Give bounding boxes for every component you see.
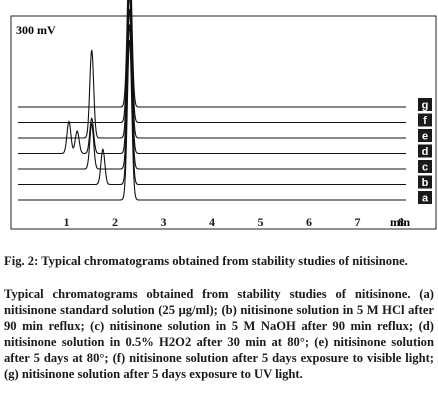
series-label-box-a bbox=[418, 191, 432, 204]
x-tick-label: 3 bbox=[161, 215, 167, 229]
x-tick-label: 6 bbox=[306, 215, 312, 229]
y-scale-label: 300 mV bbox=[16, 23, 56, 37]
x-tick-label: 2 bbox=[112, 215, 118, 229]
figure-caption-body: Typical chromatograms obtained from stab… bbox=[4, 287, 434, 381]
series-label-a: a bbox=[422, 193, 429, 205]
series-label-box-b bbox=[418, 175, 432, 189]
x-tick-label: 7 bbox=[355, 215, 361, 229]
series-label-g: g bbox=[422, 100, 429, 112]
series-label-box-g bbox=[418, 98, 432, 111]
series-line-c bbox=[18, 8, 406, 170]
series-label-box-d bbox=[418, 144, 432, 158]
plot-frame bbox=[10, 15, 437, 230]
series-label-c: c bbox=[422, 162, 428, 174]
series-label-d: d bbox=[422, 146, 429, 158]
figure-caption-heading: Fig. 2: Typical chromatograms obtained f… bbox=[4, 254, 408, 268]
series-line-g bbox=[18, 0, 406, 108]
series-label-box-f bbox=[418, 113, 432, 127]
series-label-f: f bbox=[423, 115, 427, 127]
x-tick-label: 5 bbox=[258, 215, 264, 229]
x-tick-label: 1 bbox=[64, 215, 70, 229]
series-label-b: b bbox=[422, 177, 429, 189]
series-line-e bbox=[18, 0, 406, 139]
series-label-e: e bbox=[422, 131, 428, 143]
x-tick-label: 4 bbox=[209, 215, 215, 229]
series-label-box-c bbox=[418, 160, 432, 173]
series-line-d bbox=[18, 0, 406, 155]
series-line-a bbox=[18, 39, 406, 201]
series-label-box-e bbox=[418, 129, 432, 142]
series-line-f bbox=[18, 0, 406, 124]
x-tick-label: 8 bbox=[398, 215, 404, 229]
series-line-b bbox=[18, 24, 406, 186]
x-unit-label: min bbox=[390, 215, 410, 229]
